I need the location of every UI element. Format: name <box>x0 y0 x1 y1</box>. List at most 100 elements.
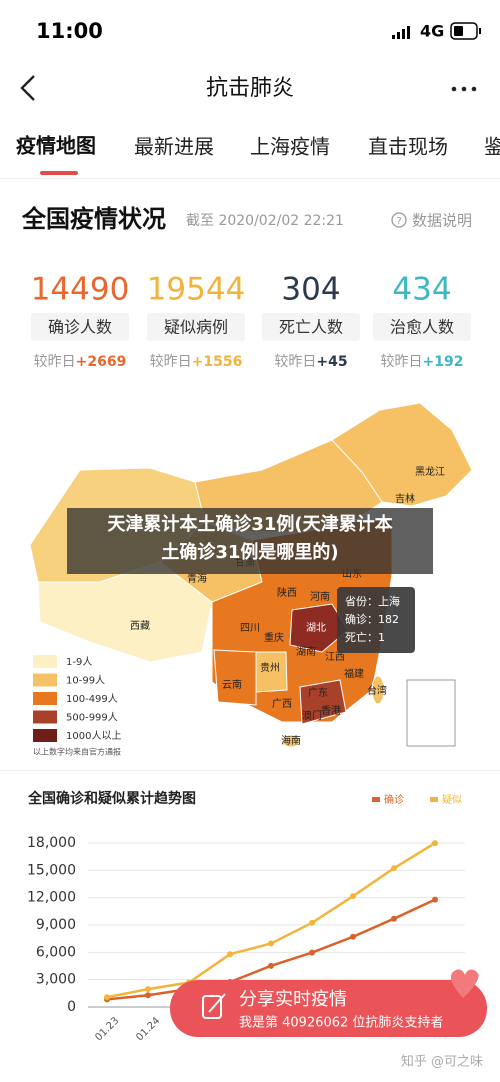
stat-label: 确诊人数 <box>48 318 112 337</box>
tooltip-line: 死亡：1 <box>345 630 385 644</box>
province-label: 重庆 <box>264 631 284 644</box>
series-point <box>309 919 315 926</box>
change-prefix: 较昨日 <box>381 354 423 370</box>
y-tick-label: 15,000 <box>27 862 76 878</box>
help-link[interactable]: 数据说明 <box>412 212 472 230</box>
y-tick-label: 9,000 <box>36 917 76 933</box>
change-value: +192 <box>423 354 464 370</box>
series-point <box>391 915 397 922</box>
province-label: 台湾 <box>367 684 387 697</box>
stat-label-bg <box>147 313 245 341</box>
stat-label: 治愈人数 <box>390 318 454 337</box>
stat-value: 19544 <box>147 272 246 308</box>
province-label: 青海 <box>187 572 207 585</box>
stat-change: 较昨日+45 <box>274 354 347 370</box>
divider <box>0 178 500 179</box>
legend-label: 500-999人 <box>66 712 118 724</box>
series-point <box>268 962 274 969</box>
tooltip-line: 确诊：182 <box>345 612 399 626</box>
legend-label: 100-499人 <box>66 693 118 705</box>
tooltip-line: 省份：上海 <box>345 594 400 608</box>
change-prefix: 较昨日 <box>150 354 192 370</box>
stat-label: 疑似病例 <box>164 318 228 337</box>
province-label: 河南 <box>310 590 330 603</box>
legend-swatch <box>430 797 438 802</box>
series-point <box>227 951 233 958</box>
stat-change: 较昨日+192 <box>381 354 464 370</box>
legend-label: 疑似 <box>442 794 462 806</box>
y-tick-label: 12,000 <box>27 890 76 906</box>
province-label: 云南 <box>222 678 242 691</box>
battery-icon <box>450 22 481 40</box>
series-point <box>391 865 397 872</box>
back-button[interactable] <box>20 75 35 101</box>
province-label: 广西 <box>272 698 292 710</box>
stat-label-bg <box>31 313 129 341</box>
legend-swatch <box>33 673 57 687</box>
stat-value: 304 <box>281 272 340 308</box>
banner-text: 天津累计本土确诊31例(天津累计本 <box>107 513 392 535</box>
stat-value: 434 <box>392 272 451 308</box>
divider <box>0 770 500 771</box>
series-point <box>145 986 151 993</box>
province-label: 香港 <box>321 705 341 717</box>
province-label: 陕西 <box>277 586 297 599</box>
tab[interactable]: 最新进展 <box>134 135 214 159</box>
series-point <box>309 949 315 956</box>
tab[interactable]: 直击现场 <box>368 135 448 159</box>
legend-label: 1000人以上 <box>66 730 121 742</box>
heart-icon <box>450 969 479 998</box>
series-point <box>432 840 438 847</box>
signal-icon <box>392 26 410 39</box>
series-point <box>350 893 356 900</box>
help-icon[interactable] <box>391 212 407 228</box>
series-point <box>145 992 151 999</box>
legend-swatch <box>33 710 57 724</box>
legend-swatch <box>372 797 380 802</box>
share-button[interactable]: 分享实时疫情 我是第 40926062 位抗肺炎支持者 <box>170 980 487 1037</box>
province-label: 吉林 <box>395 492 415 505</box>
nav-title: 抗击肺炎 <box>206 76 294 101</box>
stat-label-bg <box>262 313 360 341</box>
series-point <box>432 896 438 903</box>
legend-label: 确诊 <box>384 793 404 806</box>
legend-swatch <box>33 655 57 668</box>
tab[interactable]: 疫情地图 <box>16 134 96 158</box>
change-value: +2669 <box>76 354 127 370</box>
tab-indicator <box>40 171 78 175</box>
province-label: 四川 <box>240 623 260 634</box>
banner-bg <box>67 508 433 574</box>
tab[interactable]: 上海疫情 <box>250 135 330 159</box>
stat-label: 死亡人数 <box>279 318 343 337</box>
tab[interactable]: 鉴 <box>484 135 500 159</box>
series-point <box>104 994 110 1001</box>
share-subtitle: 我是第 40926062 位抗肺炎支持者 <box>239 1016 443 1031</box>
stat-change: 较昨日+2669 <box>34 354 127 370</box>
status-network: 4G <box>420 22 444 41</box>
province-label: 西藏 <box>130 620 150 632</box>
legend-label: 1-9人 <box>66 656 92 668</box>
province-label: 澳门 <box>302 709 322 722</box>
change-prefix: 较昨日 <box>34 354 76 370</box>
share-title: 分享实时疫情 <box>239 989 347 1010</box>
more-button[interactable] <box>451 86 477 92</box>
map-legend: 1-9人 10-99人 100-499人 500-999人 1000人以上 <box>33 655 121 742</box>
stat-value: 14490 <box>31 272 130 308</box>
province-label: 福建 <box>344 667 364 680</box>
series-point <box>350 933 356 940</box>
y-tick-label: 18,000 <box>27 835 76 851</box>
province-label: 贵州 <box>260 661 280 674</box>
legend-swatch <box>33 692 57 705</box>
province-label: 广东 <box>308 686 328 699</box>
stat-change: 较昨日+1556 <box>150 354 243 370</box>
legend-swatch <box>33 729 57 742</box>
province-label: 江西 <box>325 651 345 663</box>
change-prefix: 较昨日 <box>274 354 316 370</box>
change-value: +45 <box>316 354 347 370</box>
change-value: +1556 <box>192 354 243 370</box>
timestamp: 截至 2020/02/02 22:21 <box>186 213 344 229</box>
status-time: 11:00 <box>36 19 103 43</box>
section-title: 全国疫情状况 <box>21 205 166 233</box>
map-tooltip: 省份：上海 确诊：182 死亡：1 <box>337 587 415 653</box>
